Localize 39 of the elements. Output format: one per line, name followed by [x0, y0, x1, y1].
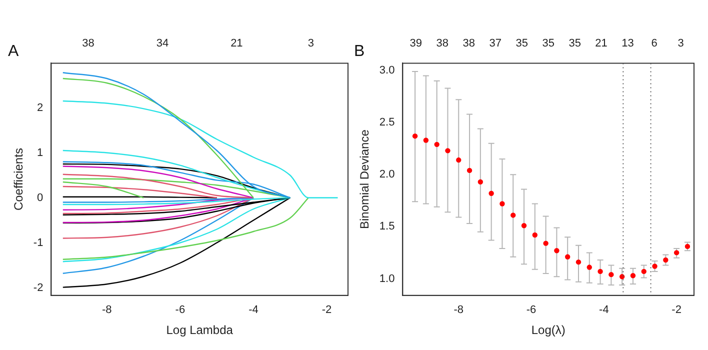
x-axis-title: Log(λ) [531, 323, 566, 338]
y-tick-label: -1 [33, 236, 44, 249]
text: 35 [542, 38, 554, 50]
y-tick-label: 2.0 [379, 168, 395, 181]
y-tick-label: 2.5 [379, 116, 395, 129]
text: 38 [436, 38, 449, 50]
x-tick-label: -4 [248, 304, 258, 316]
y-tick-label: -2 [33, 282, 44, 294]
text: 3 [678, 38, 684, 50]
text: 35 [568, 38, 581, 50]
x-tick-label: -2 [322, 304, 332, 316]
x-tick-label: -4 [599, 304, 609, 316]
y-tick-label: 3.0 [379, 64, 395, 77]
y-axis-title: Coefficients [12, 148, 26, 211]
y-axis-title: Binomial Deviance [358, 129, 372, 229]
x-tick-label: -8 [454, 304, 464, 316]
text: 39 [410, 38, 422, 50]
text: 35 [516, 38, 528, 50]
x-tick-label: -2 [672, 304, 682, 316]
text: 3 [308, 38, 314, 50]
text: 13 [622, 38, 634, 50]
chart-title: B [354, 43, 365, 60]
x-tick-label: -8 [102, 304, 112, 316]
x-tick-label: -6 [526, 304, 536, 316]
text: 34 [156, 38, 169, 50]
y-tick-label: 0 [37, 192, 44, 204]
text: 38 [462, 38, 476, 50]
chart-title: A [8, 43, 19, 60]
text: 21 [595, 38, 608, 50]
y-tick-label: 1.5 [379, 220, 395, 233]
y-tick-label: 1 [37, 146, 44, 159]
text: 38 [82, 38, 94, 50]
text: 37 [489, 38, 502, 50]
y-tick-label: 2 [37, 102, 44, 114]
x-axis-title: Log Lambda [166, 323, 234, 338]
text: 6 [651, 38, 658, 50]
x-tick-label: -6 [175, 304, 186, 316]
y-tick-label: 1.0 [379, 272, 395, 285]
text: 21 [230, 38, 243, 50]
